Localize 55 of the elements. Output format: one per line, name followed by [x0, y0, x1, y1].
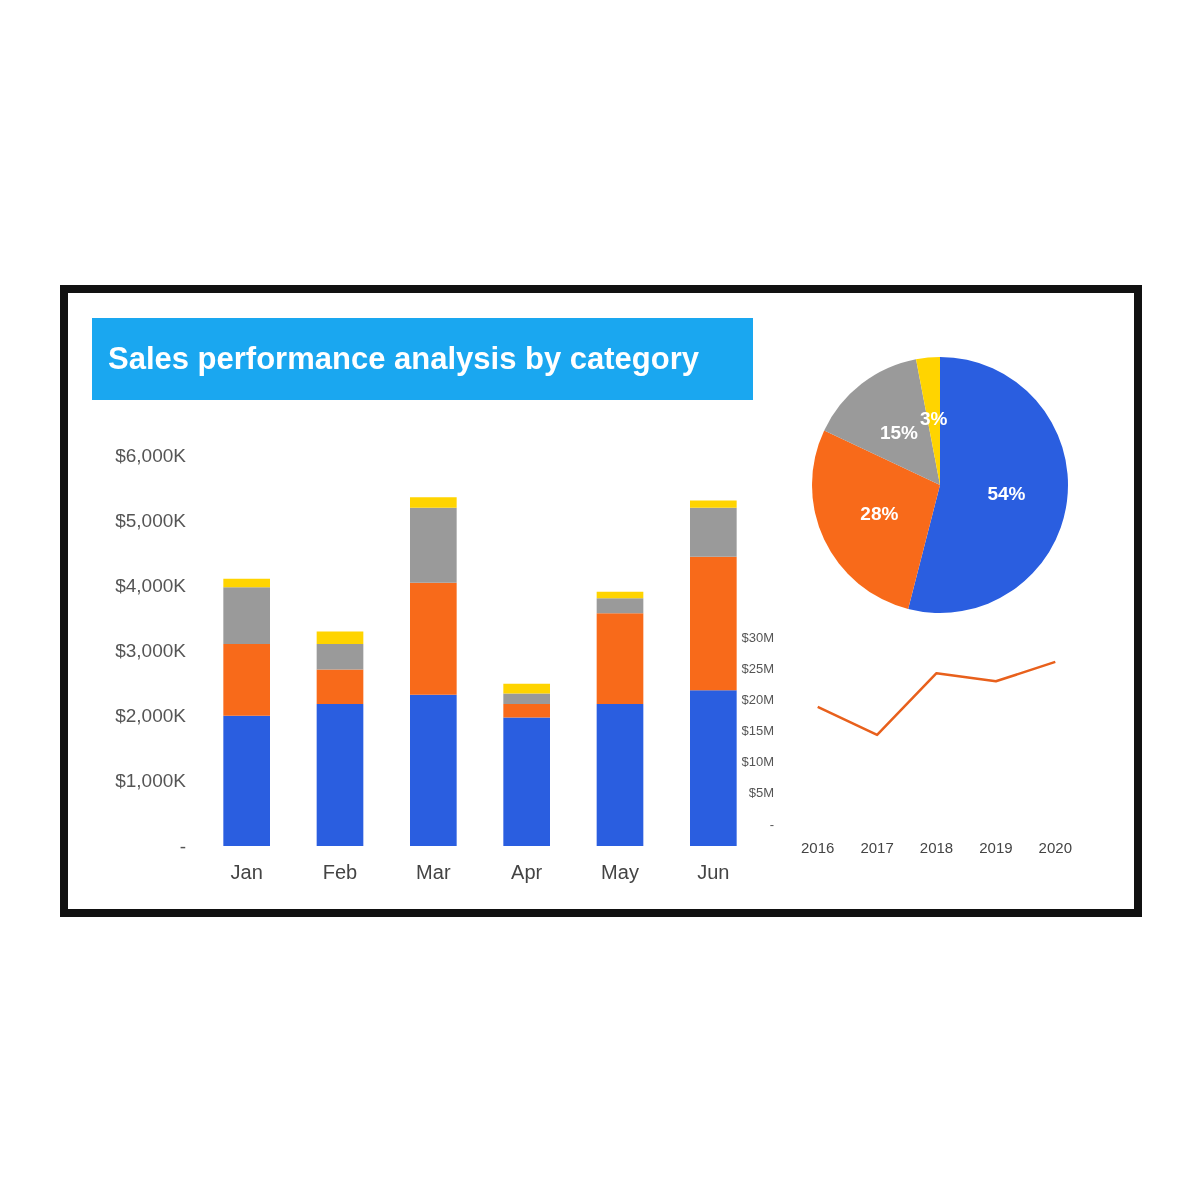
bar: [410, 694, 457, 846]
bar: [503, 693, 550, 704]
bar: [690, 556, 737, 691]
y-tick-label: $25M: [741, 660, 774, 676]
bar: [410, 582, 457, 695]
data-label: 54%: [987, 482, 1026, 504]
x-tick-label: 2019: [979, 839, 1013, 856]
chart-title: Sales performance analysis by category: [92, 318, 753, 400]
bar: [316, 669, 364, 704]
bar: [223, 715, 270, 846]
bar: [503, 703, 550, 718]
bar: [316, 631, 364, 644]
bar: [690, 500, 737, 508]
bar: [596, 591, 644, 599]
x-tick-label: 2016: [801, 839, 835, 856]
x-tick-label: Feb: [322, 861, 358, 883]
bar: [503, 717, 550, 846]
x-tick-label: 2018: [919, 839, 954, 856]
x-tick-label: May: [601, 861, 639, 883]
y-tick-label: $2,000K: [115, 705, 187, 727]
bar: [223, 643, 270, 716]
bar: [316, 703, 364, 846]
bar: [690, 507, 737, 557]
y-tick-label: $10M: [741, 754, 774, 770]
bar: [410, 507, 457, 583]
y-tick-label: $1,000K: [115, 770, 187, 792]
bar: [690, 690, 737, 846]
x-tick-label: Jan: [230, 861, 263, 883]
bar: [410, 497, 457, 508]
bar: [223, 578, 270, 588]
bar: [316, 643, 364, 670]
y-tick-label: $30M: [741, 629, 774, 645]
data-label: 15%: [879, 421, 919, 443]
bar: [596, 598, 644, 614]
data-label: 28%: [860, 503, 899, 525]
data-label: 3%: [919, 407, 948, 429]
y-tick-label: $15M: [741, 723, 774, 738]
y-tick-label: $4,000K: [115, 574, 187, 596]
x-tick-label: Jun: [697, 861, 730, 883]
y-tick-label: $6,000K: [115, 444, 187, 466]
bar: [503, 683, 550, 694]
y-tick-label: $3,000K: [115, 640, 187, 661]
bar: [596, 703, 644, 846]
y-tick-label: $5M: [748, 785, 774, 801]
y-tick-label: -: [769, 816, 774, 832]
x-tick-label: Mar: [416, 861, 451, 883]
line-series: [816, 660, 1057, 737]
bar: [223, 587, 270, 644]
x-tick-label: 2017: [860, 839, 894, 856]
bar: [596, 613, 644, 704]
y-tick-label: $5,000K: [115, 509, 187, 531]
y-tick-label: $20M: [741, 691, 774, 707]
x-tick-label: Apr: [511, 861, 543, 883]
x-tick-label: 2020: [1038, 839, 1072, 856]
y-tick-label: -: [179, 835, 186, 857]
